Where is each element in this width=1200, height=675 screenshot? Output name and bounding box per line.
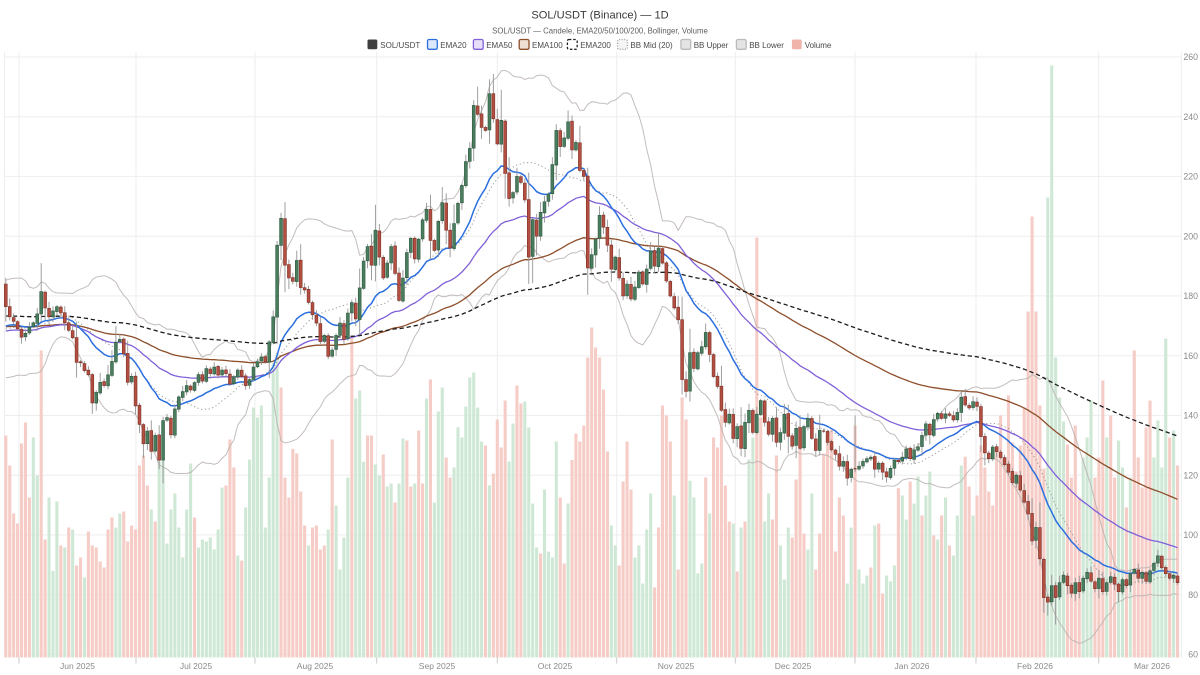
svg-text:200: 200	[1183, 231, 1198, 241]
svg-text:Mar 2026: Mar 2026	[1134, 661, 1170, 671]
svg-text:EMA50: EMA50	[486, 41, 513, 50]
svg-text:240: 240	[1183, 112, 1198, 122]
svg-text:Aug 2025: Aug 2025	[297, 661, 334, 671]
svg-text:180: 180	[1183, 291, 1198, 301]
svg-text:100: 100	[1183, 530, 1198, 540]
svg-text:Sep 2025: Sep 2025	[419, 661, 456, 671]
svg-text:Oct 2025: Oct 2025	[538, 661, 573, 671]
svg-text:BB Mid (20): BB Mid (20)	[630, 41, 673, 50]
svg-text:Nov 2025: Nov 2025	[658, 661, 695, 671]
svg-text:SOL/USDT — Candele, EMA20/50/1: SOL/USDT — Candele, EMA20/50/100/200, Bo…	[492, 27, 708, 36]
svg-text:EMA100: EMA100	[532, 41, 563, 50]
svg-text:120: 120	[1183, 470, 1198, 480]
svg-text:160: 160	[1183, 351, 1198, 361]
svg-text:BB Lower: BB Lower	[749, 41, 784, 50]
svg-text:EMA20: EMA20	[440, 41, 467, 50]
svg-text:SOL/USDT: SOL/USDT	[380, 41, 420, 50]
svg-text:Volume: Volume	[805, 41, 832, 50]
svg-text:SOL/USDT (Binance) — 1D: SOL/USDT (Binance) — 1D	[531, 10, 668, 22]
svg-text:220: 220	[1183, 172, 1198, 182]
svg-text:Jul 2025: Jul 2025	[180, 661, 212, 671]
svg-text:Dec 2025: Dec 2025	[775, 661, 812, 671]
svg-text:EMA200: EMA200	[580, 41, 611, 50]
svg-text:Feb 2026: Feb 2026	[1017, 661, 1053, 671]
svg-text:BB Upper: BB Upper	[694, 41, 729, 50]
svg-text:80: 80	[1188, 590, 1198, 600]
svg-text:140: 140	[1183, 411, 1198, 421]
svg-text:Jan 2026: Jan 2026	[895, 661, 930, 671]
svg-text:Jun 2025: Jun 2025	[60, 661, 95, 671]
svg-text:60: 60	[1188, 650, 1198, 660]
svg-text:260: 260	[1183, 52, 1198, 62]
